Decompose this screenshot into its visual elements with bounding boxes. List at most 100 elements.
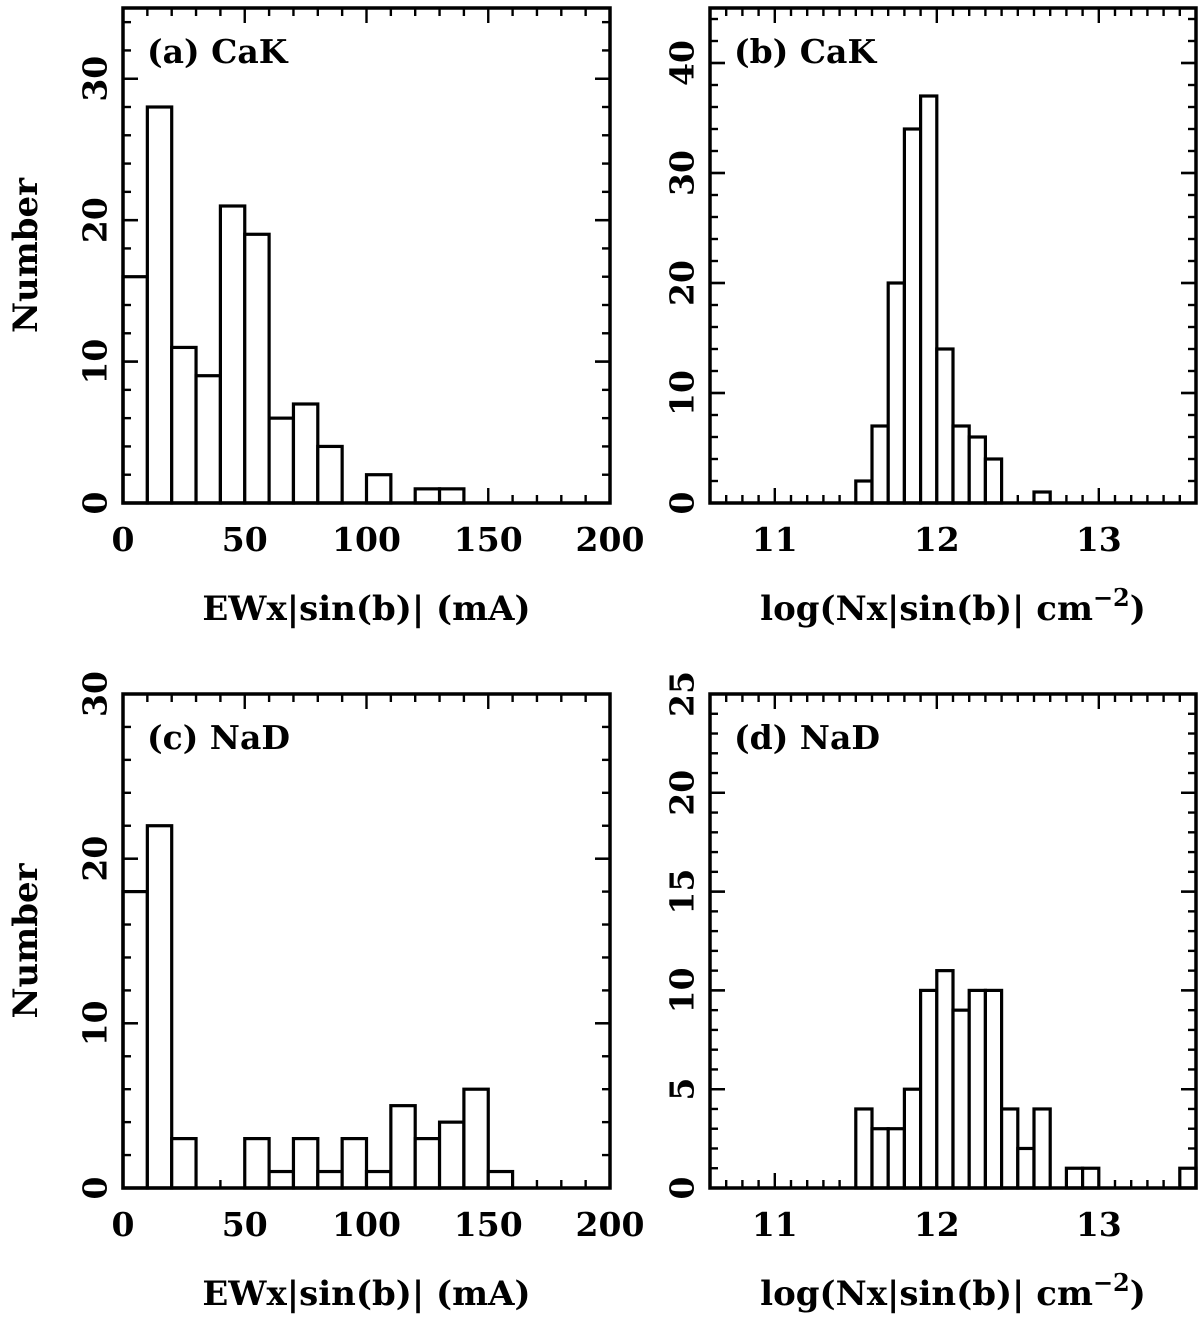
histogram-bar	[951, 1008, 971, 1190]
x-tick-label: 200	[576, 1205, 645, 1244]
y-tick-label: 0	[663, 1177, 702, 1200]
y-tick-label: 20	[663, 260, 702, 306]
histogram-bar	[121, 889, 149, 1190]
plot-frame	[708, 692, 1198, 1190]
panel-c-nad-ew: 0 50 100 150 200 0 10 20 30 (c) NaD EWx|sin(b)| (m…	[6, 671, 644, 1314]
histogram-bar	[967, 988, 988, 1190]
x-tick-label: 100	[332, 1205, 401, 1244]
histogram-bar	[267, 416, 296, 505]
plot-frame	[121, 692, 612, 1190]
x-tick-label: 13	[1076, 1205, 1122, 1244]
y-tick-label: 0	[76, 492, 115, 515]
histogram-bar	[145, 824, 174, 1190]
histogram-bar	[886, 1127, 907, 1190]
x-axis-label: log(Nx|sin(b)| cm−2)	[760, 583, 1146, 630]
histogram-bar	[935, 347, 955, 505]
histogram-bar	[854, 1107, 874, 1190]
panel-a-cak-ew: 0 50 100 150 200 0 10 20 30 (a) CaK EWx|sin(b)| (m…	[6, 6, 645, 629]
y-tick-label: 30	[76, 56, 115, 102]
panel-label: (c) NaD	[147, 718, 290, 757]
histogram-bar	[902, 127, 923, 505]
histogram-bar	[413, 487, 442, 505]
panel-b-cak-logn: 11 12 13 0 10 20 30 40 (b) CaK log(Nx|sin(b)| cm−…	[663, 6, 1198, 630]
y-tick-label: 10	[663, 967, 702, 1013]
x-tick-label: 12	[914, 520, 960, 559]
histogram-bar	[218, 204, 247, 505]
y-tick-label: 30	[663, 150, 702, 196]
x-axis-label: EWx|sin(b)| (mA)	[202, 1274, 530, 1314]
histogram-bar	[918, 94, 939, 505]
x-tick-label: 50	[222, 520, 268, 559]
y-tick-label: 15	[663, 869, 702, 915]
histogram-bar	[999, 1107, 1020, 1190]
histogram-bar	[437, 487, 466, 505]
x-tick-label: 150	[454, 520, 523, 559]
x-axis-label: EWx|sin(b)| (mA)	[202, 589, 530, 629]
x-tick-label: 11	[752, 1205, 798, 1244]
histogram-bar	[935, 969, 955, 1190]
histogram-bar	[364, 1169, 393, 1190]
histogram-bar	[462, 1087, 490, 1190]
y-tick-label: 25	[663, 671, 702, 717]
y-tick-label: 5	[663, 1078, 702, 1101]
histogram-bar	[1016, 1146, 1036, 1190]
histogram-bar	[170, 345, 198, 505]
y-tick-label: 10	[663, 370, 702, 416]
y-tick-label: 20	[76, 197, 115, 243]
y-tick-label: 10	[76, 339, 115, 385]
y-tick-label: 20	[663, 770, 702, 816]
y-tick-label: 20	[76, 836, 115, 882]
y-axis-label: Number	[6, 862, 46, 1018]
histogram-bar	[291, 1136, 320, 1190]
histogram-bar	[316, 444, 344, 505]
x-axis-label: log(Nx|sin(b)| cm−2)	[760, 1268, 1146, 1315]
x-tick-label: 0	[112, 520, 135, 559]
histogram-bar	[389, 1104, 417, 1190]
histogram-bar	[316, 1169, 344, 1190]
histogram-bar	[983, 457, 1004, 505]
y-tick-label: 30	[76, 671, 115, 717]
x-tick-label: 0	[112, 1205, 135, 1244]
x-tick-label: 11	[752, 520, 798, 559]
histogram-bar	[967, 435, 988, 505]
x-tick-label: 12	[914, 1205, 960, 1244]
histogram-bar	[364, 473, 393, 505]
histogram-bar	[886, 281, 907, 505]
y-axis-label: Number	[6, 177, 46, 333]
histogram-bar	[854, 479, 874, 505]
panel-d-nad-logn: 11 12 13 0 5 10 15 20 25 (d) NaD log(Nx|sin(b)| cm…	[663, 671, 1198, 1315]
histogram-bar	[437, 1120, 466, 1190]
histogram-bar	[902, 1087, 923, 1190]
x-tick-label: 50	[222, 1205, 268, 1244]
histogram-bar	[870, 424, 890, 505]
y-tick-label: 40	[663, 40, 702, 86]
histogram-bar	[340, 1136, 369, 1190]
histogram-bar	[170, 1136, 198, 1190]
histogram-bar	[951, 424, 971, 505]
panel-label: (d) NaD	[734, 718, 880, 757]
x-tick-label: 100	[332, 520, 401, 559]
panel-label: (b) CaK	[734, 32, 877, 71]
histogram-bar	[194, 374, 223, 505]
y-tick-label: 0	[663, 492, 702, 515]
histogram-bar	[1080, 1166, 1101, 1190]
histogram-bar	[243, 232, 271, 505]
panel-label: (a) CaK	[147, 32, 289, 71]
x-tick-label: 13	[1076, 520, 1122, 559]
histogram-bar	[1032, 1107, 1052, 1190]
x-tick-label: 150	[454, 1205, 523, 1244]
histogram-bar	[291, 402, 320, 505]
y-tick-label: 0	[76, 1177, 115, 1200]
histogram-bar	[870, 1127, 890, 1190]
x-tick-label: 200	[576, 520, 645, 559]
plot-frame	[708, 6, 1198, 505]
histogram-bar	[918, 988, 939, 1190]
y-tick-label: 10	[76, 1000, 115, 1046]
histogram-bar	[486, 1169, 515, 1190]
histogram-bar	[1178, 1166, 1198, 1190]
histogram-bar	[983, 988, 1004, 1190]
histogram-bar	[243, 1136, 271, 1190]
histogram-bar	[267, 1169, 296, 1190]
histogram-bar	[413, 1136, 442, 1190]
